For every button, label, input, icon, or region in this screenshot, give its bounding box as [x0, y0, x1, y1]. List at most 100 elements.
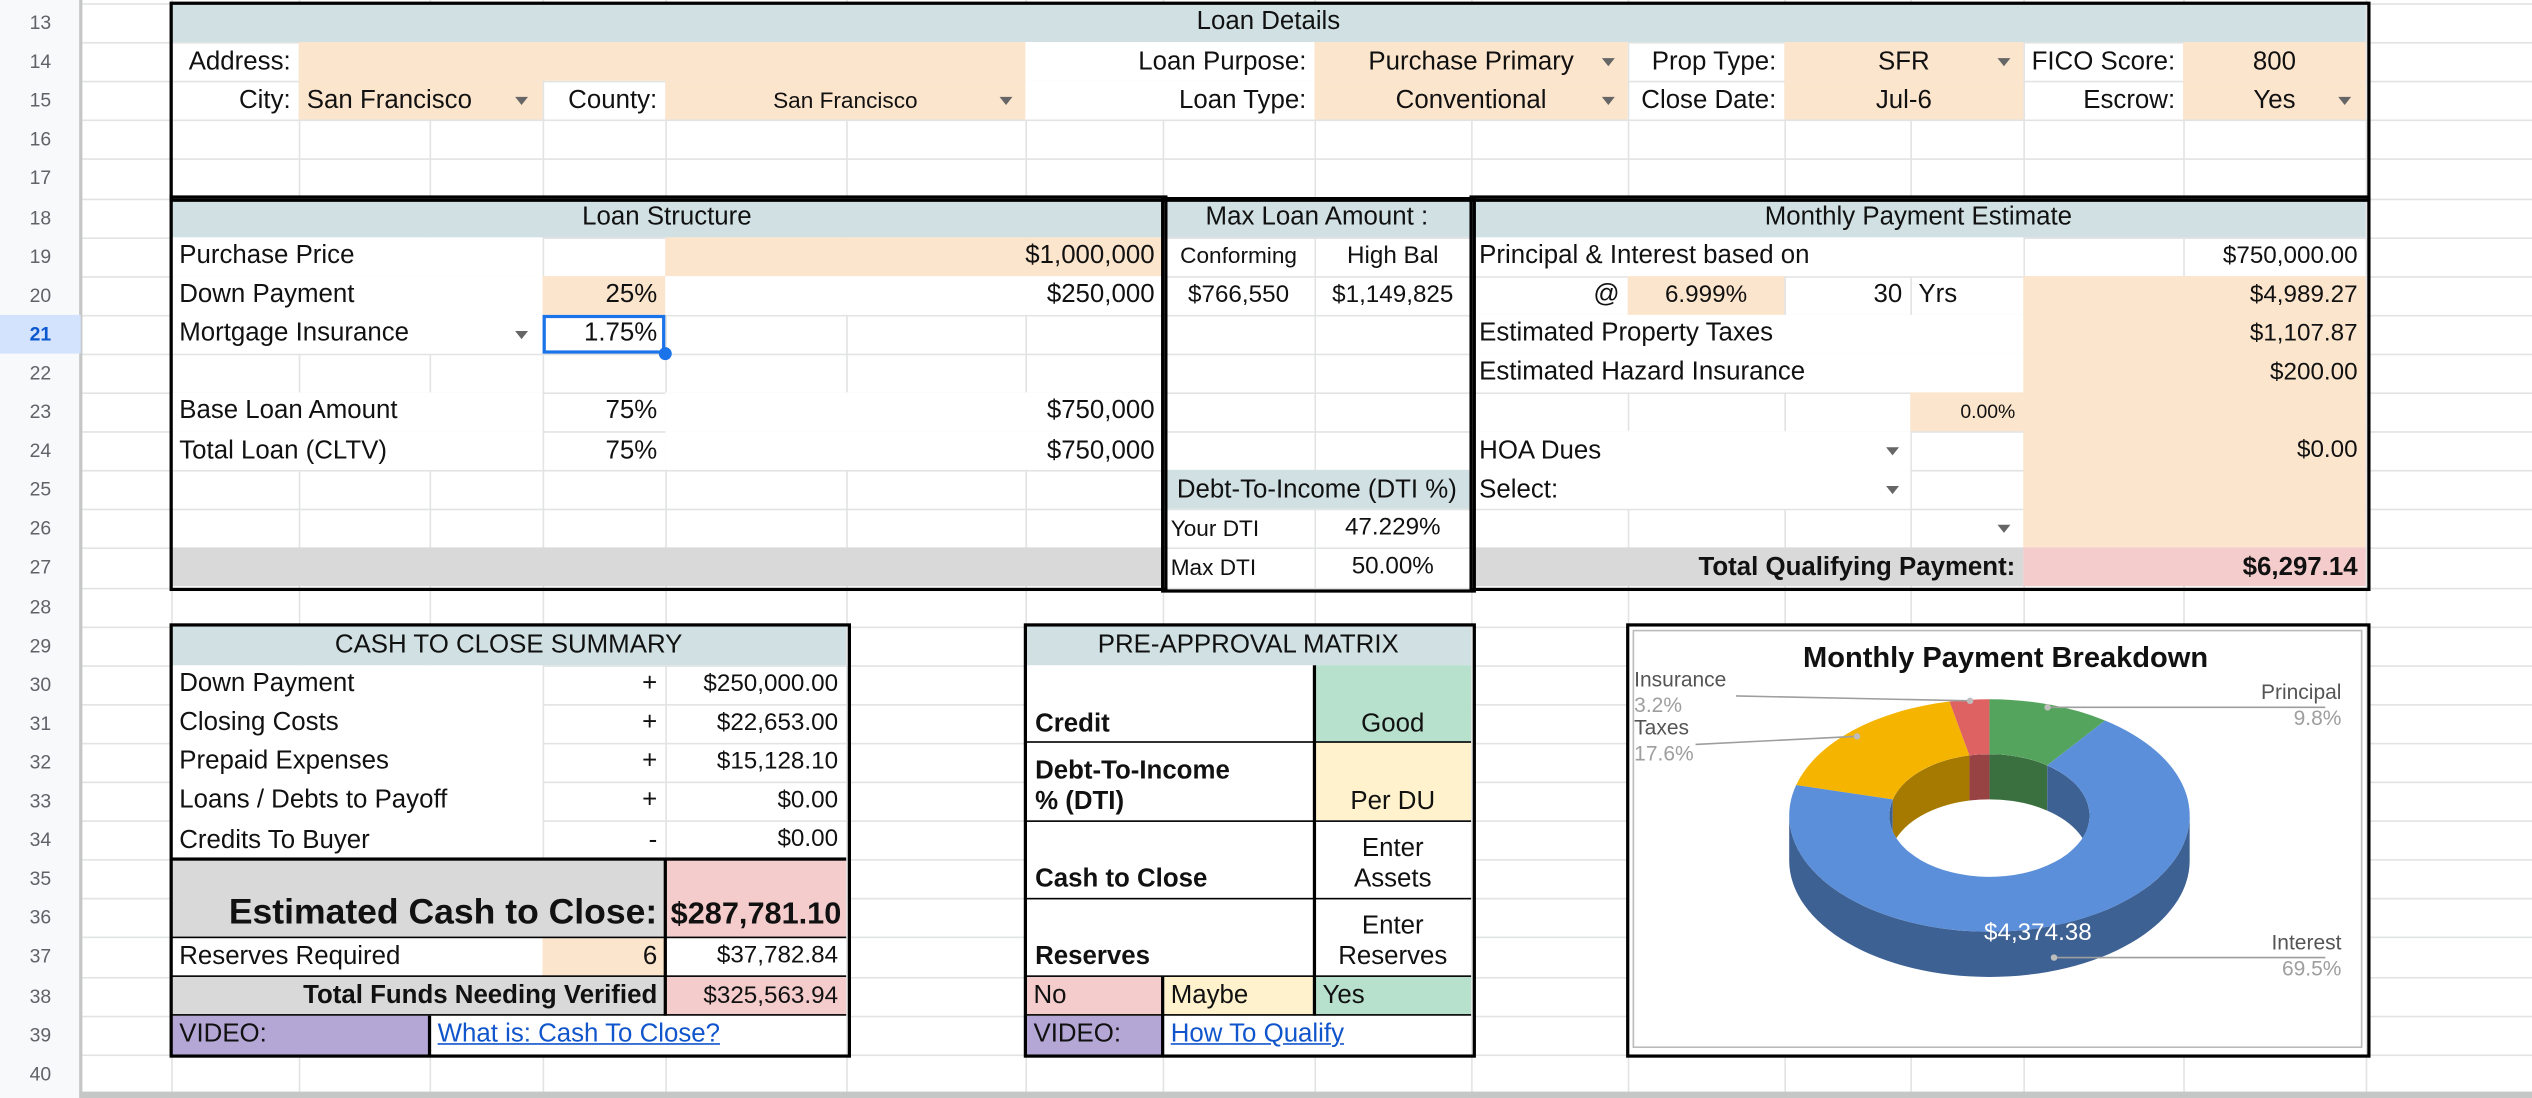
cell-text: $250,000: [1046, 281, 1155, 309]
cell-text: Jul-6: [1875, 86, 1932, 115]
row-number: 19: [29, 244, 52, 268]
cell-text: Down Payment: [179, 281, 355, 309]
cell-text: Estimated Property Taxes: [1479, 320, 1774, 348]
row-number: 21: [29, 322, 52, 346]
cell-text: Max DTI: [1170, 553, 1257, 580]
cell-text: Prepaid Expenses: [179, 748, 389, 776]
grid-line: [80, 548, 2532, 550]
link[interactable]: What is: Cash To Close?: [437, 1020, 721, 1049]
cell-text: $750,000.00: [2222, 241, 2358, 270]
cell-border: [171, 936, 847, 939]
cell-fill: [171, 976, 666, 1016]
row-number: 27: [29, 556, 52, 579]
cell-fill: [1910, 392, 2024, 432]
cell-border: [1025, 897, 1472, 900]
cell-text: +: [642, 670, 658, 698]
section-border: [169, 623, 851, 1059]
cell-text: Loan Structure: [582, 203, 752, 231]
cell-fill: [171, 742, 543, 782]
cell-text: Debt-To-Income (DTI %): [1176, 475, 1457, 504]
cell-fill: [429, 1015, 847, 1054]
slice: [1789, 720, 2190, 932]
cell-border: [1025, 819, 1472, 822]
cell-fill: [2023, 431, 2366, 471]
slice-label: Interest: [2271, 932, 2341, 955]
row-number: 32: [29, 750, 52, 774]
cell-text: Credits To Buyer: [179, 826, 370, 854]
cell-fill: [171, 625, 847, 665]
grid-line: [80, 158, 2532, 161]
slice: [1796, 701, 1970, 800]
cell-fill: [1025, 664, 1315, 743]
row-number: 34: [29, 828, 52, 852]
row-number: 40: [29, 1062, 52, 1085]
cell-text: Debt-To-Income % (DTI): [1035, 756, 1230, 816]
cell-fill: [2023, 548, 2366, 587]
cell-text: $250,000.00: [703, 669, 839, 698]
selected-cell: [542, 314, 666, 354]
cell-text: 0.00%: [1960, 400, 2016, 423]
cell-fill: [1314, 898, 1472, 977]
cell-fill: [2183, 42, 2366, 82]
link[interactable]: How To Qualify: [1170, 1020, 1345, 1049]
cell-text: Conforming: [1180, 242, 1297, 269]
slice-label: Principal: [2261, 681, 2341, 704]
section-border: [1469, 195, 2371, 592]
leader-dot: [1966, 697, 1974, 705]
cell-fill: [1025, 1015, 1163, 1054]
cell-text: Loan Purpose:: [1138, 47, 1307, 76]
slice-inner-wall: [1969, 754, 1990, 801]
cell-fill: [2023, 314, 2366, 354]
grid-line: [80, 119, 2532, 122]
grid-line: [2365, 0, 2368, 1094]
cell-text: 6.999%: [1664, 280, 1748, 308]
cell-text: Reserves Required: [179, 942, 401, 971]
dropdown-arrow: [1886, 486, 1900, 495]
section-border: [169, 195, 1168, 592]
row-number: 33: [29, 789, 52, 813]
cell-border: [664, 859, 667, 1016]
cell-fill: [171, 275, 543, 315]
cell-text: No: [1033, 981, 1067, 1010]
cell-text: San Francisco: [306, 86, 472, 115]
cell-fill: [171, 1015, 430, 1054]
dropdown-arrow: [1601, 97, 1615, 106]
grid-line: [80, 314, 2532, 317]
row-number: 15: [29, 89, 52, 112]
cell-text: County:: [568, 86, 658, 115]
cell-fill: [171, 314, 543, 354]
grid-line: [80, 509, 2532, 511]
cell-text: Loan Type:: [1178, 86, 1307, 115]
cell-text: Credit: [1035, 710, 1110, 738]
cell-text: Total Loan (CLTV): [179, 436, 387, 465]
grid-line: [429, 0, 432, 1094]
cell-border: [1313, 664, 1316, 1016]
cell-border: [1025, 974, 1472, 978]
cell-text: $6,297.14: [2242, 553, 2358, 582]
cell-fill: [1162, 1015, 1472, 1054]
row-number: 18: [29, 205, 52, 229]
cell-border: [1025, 741, 1472, 744]
cell-text: 6: [642, 942, 658, 971]
cell-fill: [1025, 42, 1315, 82]
cell-fill: [665, 859, 847, 938]
row-number: 37: [29, 945, 52, 968]
dropdown-arrow: [1997, 58, 2011, 67]
cell-fill: [1162, 470, 1472, 510]
cell-fill: [171, 664, 543, 704]
leader-dot: [2050, 954, 2058, 961]
row-number: 14: [29, 50, 52, 73]
row-number: 17: [29, 167, 52, 190]
row-number: 31: [29, 711, 52, 735]
dropdown-arrow: [1997, 525, 2011, 534]
cell-text: Loans / Debts to Payoff: [179, 787, 448, 815]
cell-fill: [1784, 81, 2024, 120]
cell-text: Yes: [1322, 981, 1365, 1010]
cell-text: -: [648, 826, 658, 854]
cell-text: SFR: [1878, 47, 1930, 76]
dropdown-arrow: [1601, 58, 1615, 67]
